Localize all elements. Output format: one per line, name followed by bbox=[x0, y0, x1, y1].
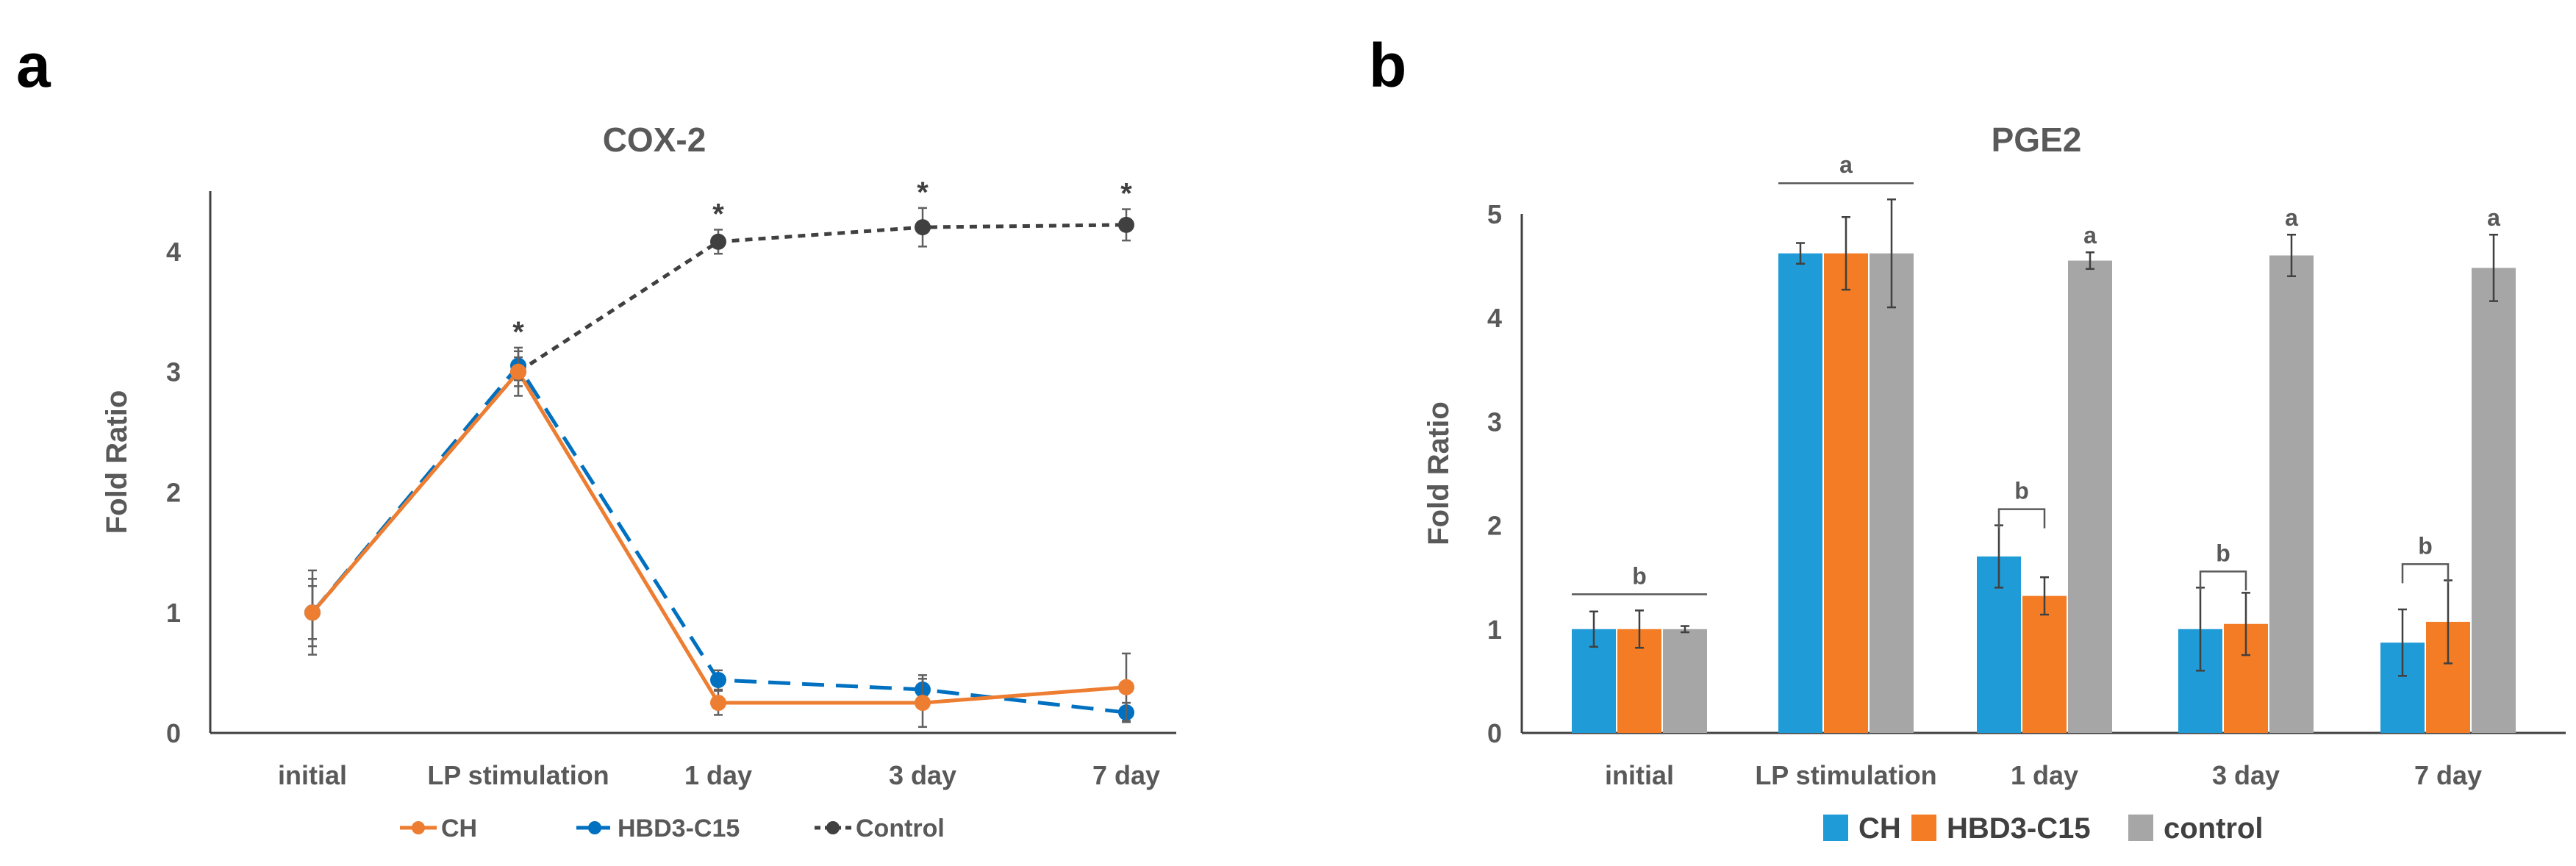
panel-letter-a: a bbox=[16, 31, 51, 100]
y-tick-label: 2 bbox=[1487, 511, 1502, 541]
x-tick-label: 1 day bbox=[2011, 760, 2078, 790]
series-line-ch bbox=[311, 368, 1127, 705]
legend-label-hbd3-c15: HBD3-C15 bbox=[1947, 812, 2091, 845]
chart-title: COX-2 bbox=[603, 121, 706, 159]
legend-marker-hbd3-c15 bbox=[588, 821, 601, 834]
data-point-ch bbox=[510, 363, 526, 380]
y-tick-label: 4 bbox=[166, 237, 181, 267]
panel-letter-b: b bbox=[1369, 31, 1406, 100]
legend-marker-ch bbox=[412, 821, 425, 834]
chart-title: PGE2 bbox=[1992, 121, 2082, 159]
x-tick-label: 3 day bbox=[2212, 760, 2280, 790]
significance-label: a bbox=[2487, 204, 2500, 231]
legend-label-ch: CH bbox=[441, 815, 477, 842]
legend-label-control: control bbox=[2164, 812, 2264, 845]
bar-ch bbox=[1778, 253, 1822, 733]
significance-marker: * bbox=[917, 176, 929, 209]
x-tick-label: initial bbox=[278, 760, 347, 790]
y-tick-label: 0 bbox=[166, 718, 181, 748]
bar-control bbox=[1870, 253, 1914, 733]
data-point-ch bbox=[915, 695, 931, 712]
bar-control bbox=[2068, 260, 2112, 733]
bar-hbd3-c15 bbox=[2022, 595, 2067, 733]
significance-label: a bbox=[2083, 222, 2097, 248]
legend-swatch-ch bbox=[1823, 815, 1848, 841]
significance-marker: * bbox=[712, 198, 724, 230]
y-tick-label: 1 bbox=[1487, 615, 1502, 645]
x-tick-label: LP stimulation bbox=[1755, 760, 1936, 790]
significance-label: b bbox=[2216, 540, 2230, 566]
x-tick-label: initial bbox=[1605, 760, 1674, 790]
data-point-control bbox=[1118, 216, 1134, 233]
significance-bracket bbox=[2199, 570, 2247, 591]
y-tick-label: 3 bbox=[166, 357, 181, 387]
legend-label-hbd3-c15: HBD3-C15 bbox=[618, 815, 740, 842]
x-tick-label: LP stimulation bbox=[427, 760, 609, 790]
legend-marker-control bbox=[826, 821, 840, 834]
panel-b-bar-chart: b PGE2 Fold Ratio 0 1 2 3 4 5 initial LP stimulati… bbox=[1369, 31, 2566, 845]
data-point-control bbox=[915, 219, 931, 236]
legend-label-control: Control bbox=[856, 815, 945, 842]
significance-label: a bbox=[1839, 151, 1853, 178]
bar-control bbox=[2472, 268, 2516, 733]
significance-bracket bbox=[2401, 563, 2450, 584]
significance-label: b bbox=[2418, 532, 2433, 559]
y-axis-label: Fold Ratio bbox=[101, 390, 133, 534]
significance-label: a bbox=[2285, 204, 2298, 231]
legend-label-ch: CH bbox=[1858, 812, 1901, 845]
x-tick-label: 1 day bbox=[684, 760, 752, 790]
y-tick-label: 0 bbox=[1487, 718, 1502, 748]
significance-label: b bbox=[2014, 478, 2029, 504]
x-tick-label: 7 day bbox=[1092, 760, 1160, 790]
significance-bracket bbox=[1997, 508, 2046, 529]
data-point-control bbox=[710, 233, 726, 250]
bar-control bbox=[1663, 629, 1707, 733]
y-tick-label: 1 bbox=[166, 598, 181, 628]
panel-a-line-chart: a COX-2 Fold Ratio 0 1 2 3 4 initial LP stimulati… bbox=[16, 31, 1176, 842]
x-tick-label: 3 day bbox=[889, 760, 956, 790]
significance-label: b bbox=[1632, 562, 1647, 589]
y-tick-label: 4 bbox=[1487, 303, 1502, 333]
significance-marker: * bbox=[1120, 178, 1132, 210]
y-axis-label: Fold Ratio bbox=[1423, 401, 1455, 545]
legend-swatch-hbd3-c15 bbox=[1911, 815, 1936, 841]
data-point-ch bbox=[304, 604, 321, 621]
data-point-hbd3-c15 bbox=[710, 671, 726, 688]
data-point-ch bbox=[1118, 679, 1134, 695]
significance-marker: * bbox=[512, 316, 524, 348]
legend-swatch-control bbox=[2128, 815, 2153, 841]
data-point-ch bbox=[710, 695, 726, 712]
x-tick-label: 7 day bbox=[2414, 760, 2482, 790]
y-tick-label: 2 bbox=[166, 477, 181, 507]
bar-control bbox=[2269, 255, 2314, 734]
series-line-control bbox=[311, 223, 1127, 614]
y-tick-label: 3 bbox=[1487, 407, 1502, 437]
series-line-hbd3-c15 bbox=[311, 362, 1127, 715]
bar-hbd3-c15 bbox=[1824, 253, 1868, 733]
y-tick-label: 5 bbox=[1487, 199, 1502, 229]
